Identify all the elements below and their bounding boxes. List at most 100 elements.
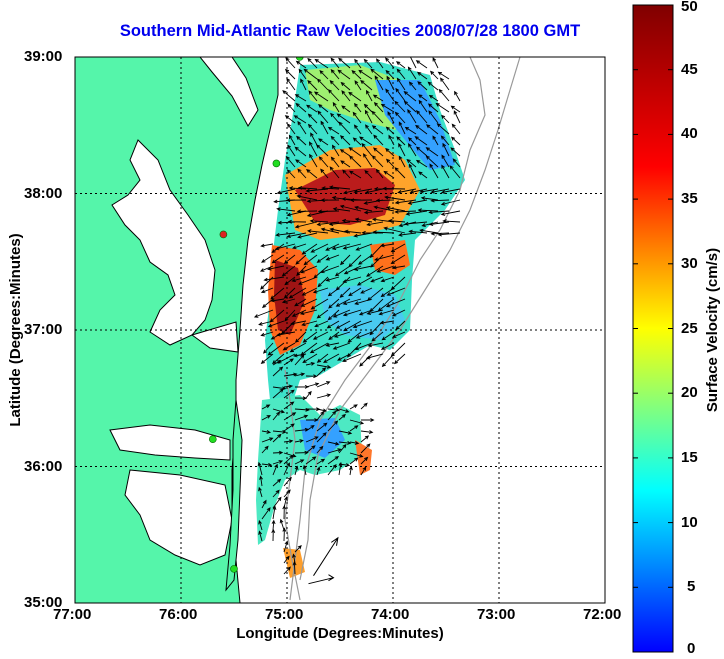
velocity-vector xyxy=(310,132,318,146)
colorbar-tick-label: 0 xyxy=(687,640,696,657)
velocity-vector xyxy=(283,412,297,421)
velocity-vector xyxy=(306,418,319,422)
x-tick-label: 77:00 xyxy=(53,606,92,623)
velocity-vector xyxy=(338,413,346,421)
velocity-vector xyxy=(329,166,340,179)
velocity-vector xyxy=(364,169,373,179)
velocity-vector xyxy=(263,342,274,354)
velocity-vector xyxy=(394,167,406,179)
velocity-vector xyxy=(430,188,450,194)
velocity-vector xyxy=(375,198,395,203)
velocity-vector xyxy=(316,445,324,454)
velocity-vector xyxy=(349,155,362,168)
velocity-vector xyxy=(288,134,296,146)
velocity-vector xyxy=(363,58,373,69)
velocity-vector xyxy=(332,101,340,113)
velocity-vector xyxy=(428,94,439,102)
velocity-vector xyxy=(396,136,406,146)
velocity-vector xyxy=(363,103,373,113)
velocity-vector xyxy=(320,227,340,234)
velocity-vector xyxy=(261,445,269,454)
velocity-vector xyxy=(449,165,461,179)
velocity-vector xyxy=(300,298,318,307)
velocity-vector xyxy=(267,265,285,271)
velocity-vector xyxy=(284,115,296,124)
velocity-vector xyxy=(272,433,282,443)
velocity-vector xyxy=(283,566,291,575)
reference-vector-arrow xyxy=(313,536,339,576)
colorbar-tick-label: 35 xyxy=(681,190,698,208)
velocity-vector xyxy=(442,142,450,157)
velocity-vector xyxy=(360,443,371,454)
velocity-vector xyxy=(390,243,406,253)
velocity-vector xyxy=(376,265,395,273)
velocity-vector xyxy=(375,58,384,69)
velocity-vector xyxy=(295,102,307,113)
velocity-vector xyxy=(283,462,290,476)
velocity-vector xyxy=(408,57,417,69)
velocity-vector xyxy=(394,111,406,124)
velocity-vector xyxy=(281,265,296,277)
velocity-vector xyxy=(327,126,340,135)
velocity-vector xyxy=(327,420,339,432)
velocity-vector xyxy=(338,57,351,69)
y-tick-label: 36:00 xyxy=(24,457,63,475)
velocity-vector xyxy=(333,331,351,338)
velocity-vector xyxy=(305,382,320,388)
velocity-vector xyxy=(373,134,384,146)
velocity-vector xyxy=(332,309,351,318)
velocity-vector xyxy=(283,372,298,377)
velocity-vector xyxy=(335,320,351,329)
colorbar-tick-label: 45 xyxy=(681,60,698,78)
velocity-vector xyxy=(317,110,329,124)
velocity-vector xyxy=(354,80,362,91)
velocity-vector xyxy=(305,436,319,443)
velocity-vector xyxy=(301,243,318,255)
velocity-vector xyxy=(305,361,316,366)
velocity-vector xyxy=(330,135,340,146)
velocity-vector xyxy=(359,136,373,146)
colorbar-tick-label: 10 xyxy=(681,513,698,531)
velocity-vector xyxy=(386,75,395,91)
colorbar-tick-label: 20 xyxy=(681,384,698,402)
velocity-vector xyxy=(392,265,406,270)
velocity-vector xyxy=(288,186,307,190)
velocity-vector xyxy=(371,155,384,168)
colorbar-tick-label: 5 xyxy=(687,578,696,596)
velocity-vector xyxy=(370,254,384,268)
colorbar xyxy=(632,4,674,653)
velocity-vector xyxy=(364,188,384,194)
velocity-vector xyxy=(417,81,428,91)
radar-station-marker xyxy=(209,435,217,444)
velocity-vector xyxy=(314,320,329,328)
velocity-vector xyxy=(296,209,318,214)
colorbar-tick-label: 30 xyxy=(681,254,698,272)
velocity-vector xyxy=(314,58,329,69)
velocity-vector xyxy=(404,221,428,226)
velocity-vector xyxy=(440,188,461,194)
velocity-vector xyxy=(342,188,362,195)
velocity-vector xyxy=(258,530,263,542)
velocity-vector xyxy=(354,58,362,69)
velocity-vector xyxy=(338,461,343,476)
velocity-vector xyxy=(361,230,384,235)
velocity-vector xyxy=(450,136,461,146)
velocity-vector xyxy=(437,232,461,237)
velocity-vector xyxy=(261,404,271,410)
velocity-vector xyxy=(354,205,373,212)
velocity-vector xyxy=(272,353,285,365)
velocity-vector xyxy=(283,401,295,410)
velocity-vector xyxy=(407,142,417,157)
velocity-vector xyxy=(385,298,406,308)
velocity-vector xyxy=(398,121,406,135)
velocity-vector xyxy=(325,254,340,261)
velocity-vector xyxy=(407,109,417,124)
velocity-vector xyxy=(356,276,373,286)
velocity-vector xyxy=(270,298,285,303)
velocity-vector xyxy=(327,463,337,476)
velocity-vector xyxy=(320,198,340,203)
velocity-vector xyxy=(272,496,282,509)
velocity-vector xyxy=(316,221,340,227)
velocity-vector xyxy=(398,142,406,157)
velocity-vector xyxy=(338,121,351,135)
